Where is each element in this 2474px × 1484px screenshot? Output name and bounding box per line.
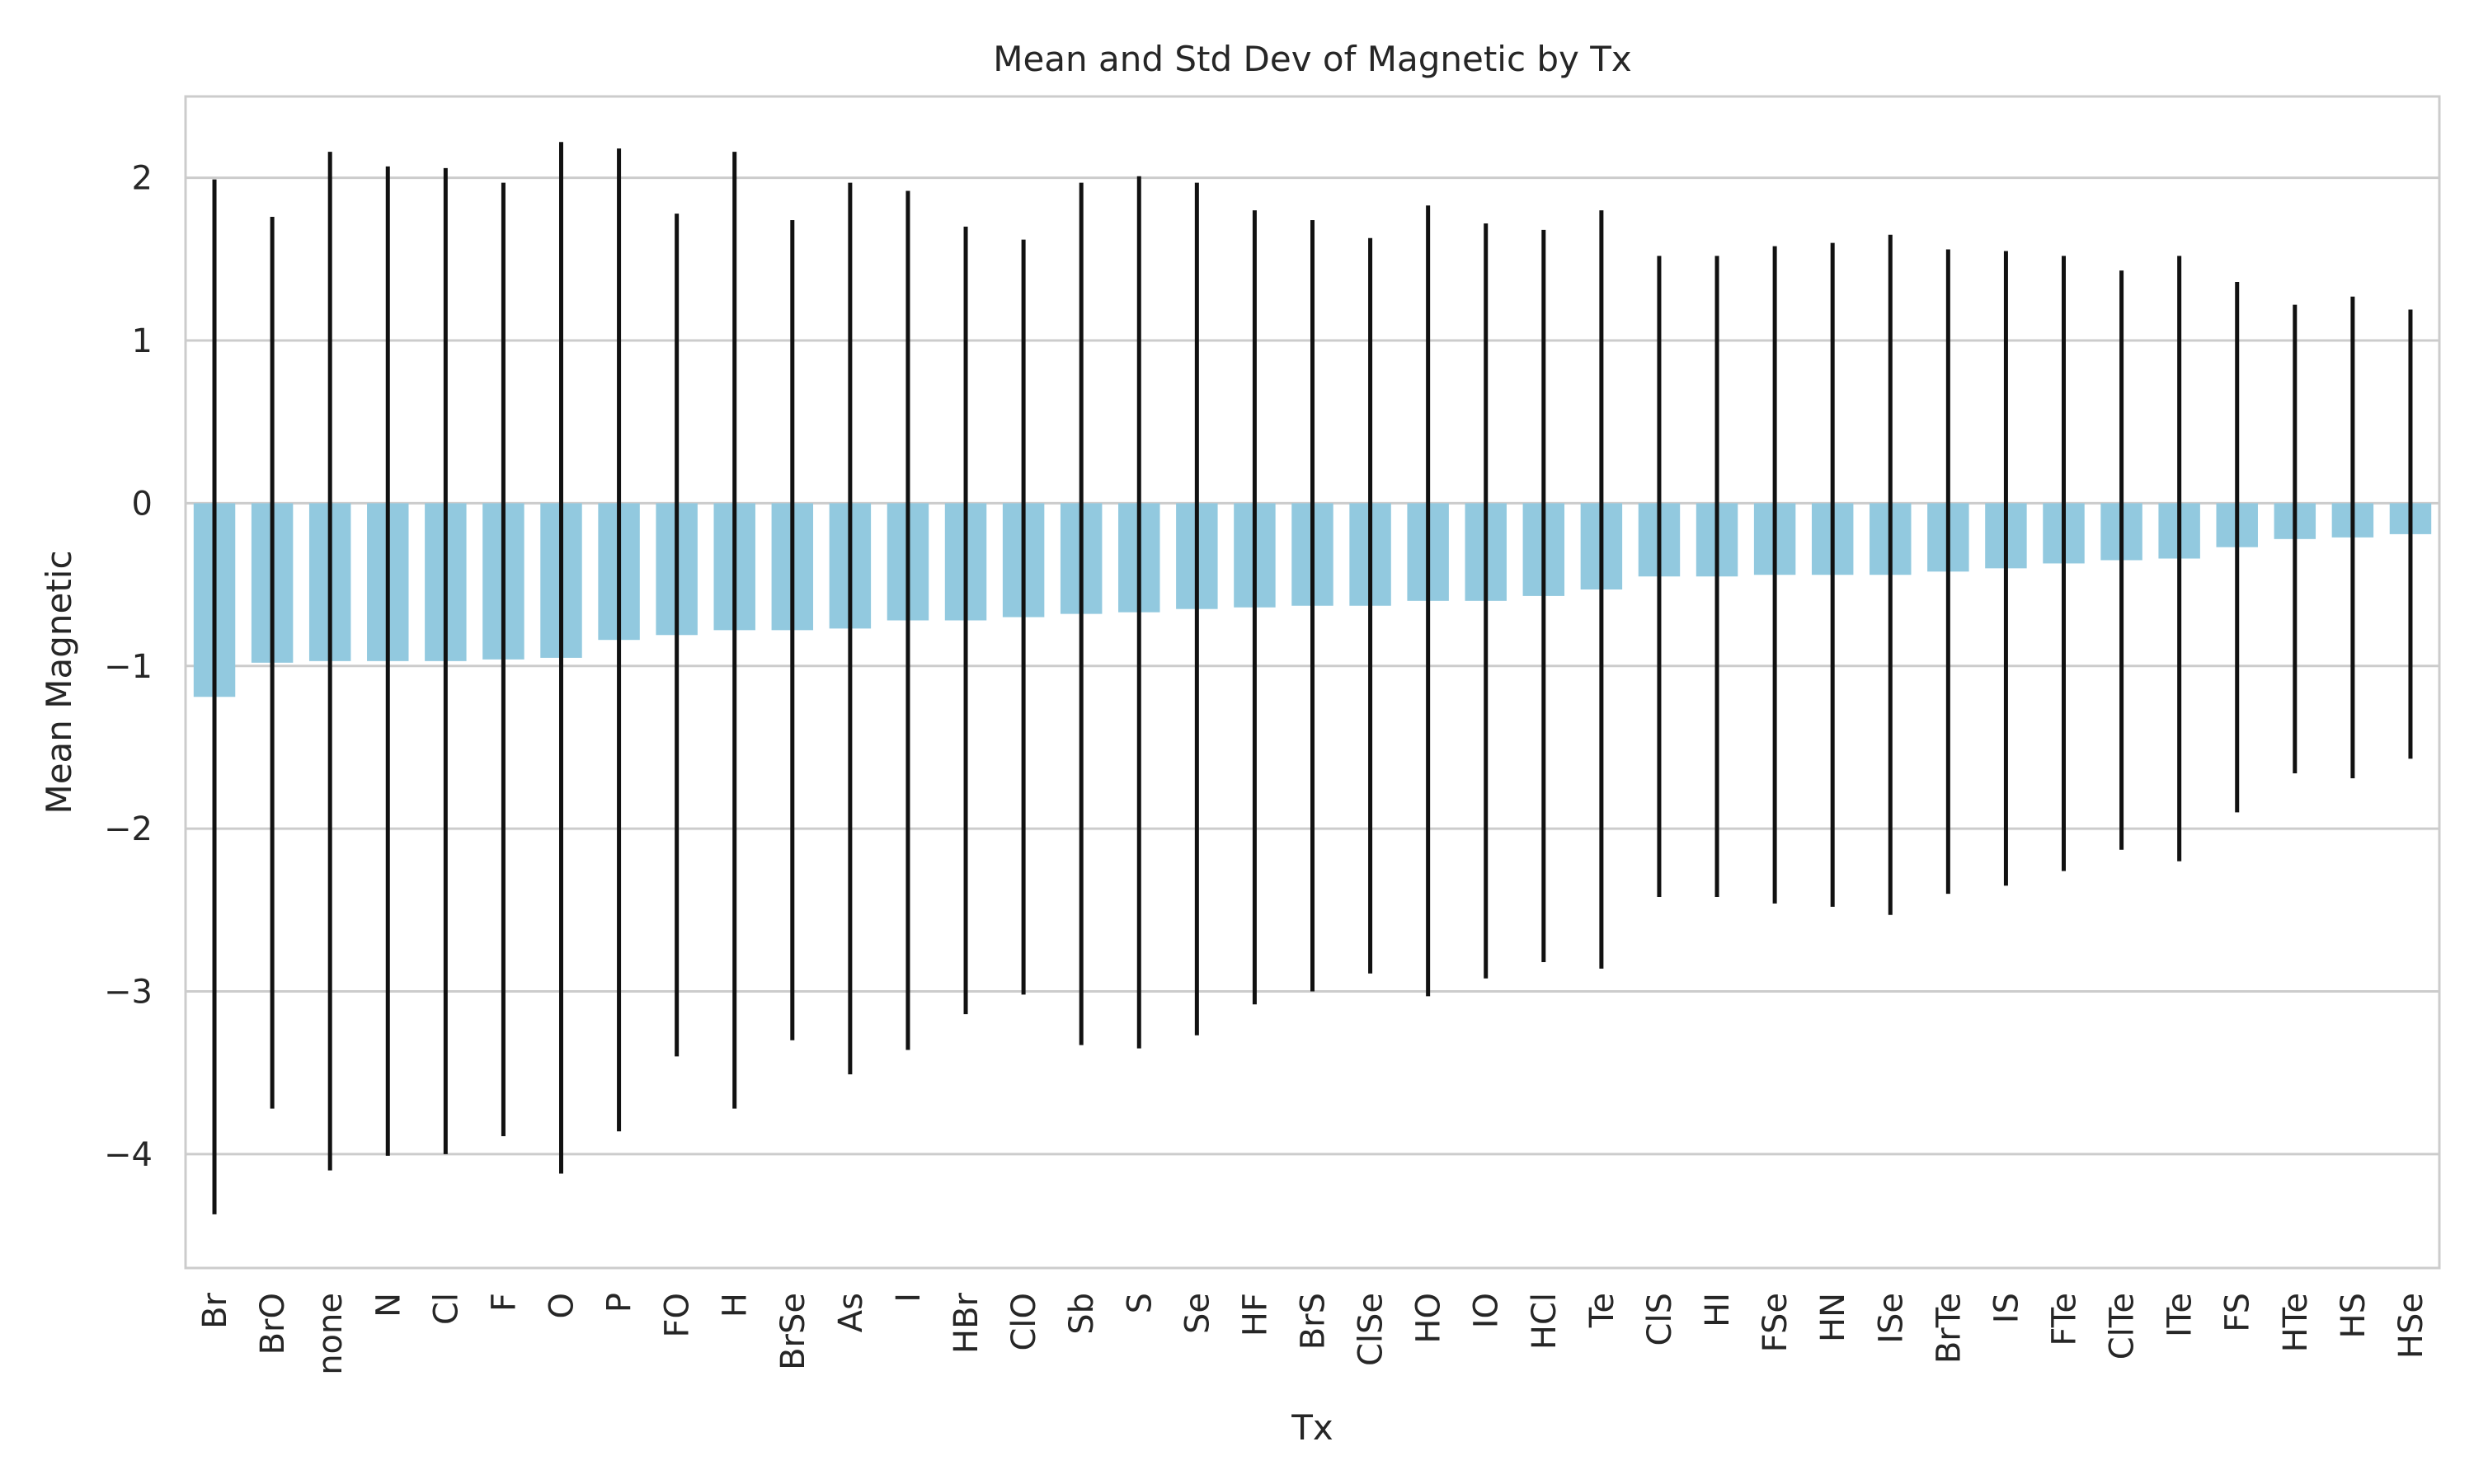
x-axis-label: Tx [1291, 1407, 1333, 1448]
x-tick-label: HF [1236, 1293, 1274, 1336]
error-bars [212, 142, 2413, 1214]
x-tick-label: H [717, 1293, 755, 1317]
x-tick-label: ClSe [1352, 1293, 1390, 1366]
chart-title: Mean and Std Dev of Magnetic by Tx [993, 39, 1632, 79]
x-tick-label: HO [1410, 1293, 1448, 1344]
x-tick-label: FTe [2046, 1293, 2084, 1346]
y-tick-label: −2 [104, 810, 153, 848]
plot-frame [184, 95, 2441, 1270]
x-tick-label: ITe [2161, 1293, 2199, 1337]
y-tick-label: −3 [104, 973, 153, 1011]
x-tick-label: ISe [1872, 1293, 1910, 1344]
x-tick-label: I [890, 1293, 928, 1303]
x-tick-label: F [485, 1293, 523, 1312]
x-tick-label: HCl [1526, 1293, 1564, 1350]
x-tick-label: As [832, 1293, 870, 1332]
x-tick-label: HN [1814, 1293, 1852, 1342]
y-tick-labels: −4 −3 −2 −1 0 1 2 [104, 160, 153, 1174]
x-tick-label: none [312, 1293, 350, 1375]
y-tick-label: 1 [132, 322, 153, 360]
x-tick-label: BrSe [774, 1293, 812, 1370]
x-tick-label: BrTe [1930, 1293, 1968, 1364]
x-tick-label: Cl [427, 1293, 465, 1325]
x-tick-label: BrS [1295, 1293, 1333, 1350]
x-tick-label: Se [1178, 1293, 1216, 1334]
x-tick-label: HTe [2277, 1293, 2315, 1352]
x-tick-label: HSe [2392, 1293, 2430, 1359]
y-tick-label: 0 [132, 485, 153, 523]
x-tick-label: O [543, 1293, 581, 1318]
x-tick-label: FO [659, 1293, 697, 1338]
x-tick-label: HBr [948, 1292, 985, 1354]
x-tick-label: IS [1987, 1293, 2025, 1323]
x-tick-label: IO [1468, 1293, 1506, 1328]
x-tick-label: Te [1583, 1293, 1621, 1328]
y-tick-label: −4 [104, 1136, 153, 1174]
x-tick-label: N [369, 1293, 407, 1317]
x-tick-label: HI [1699, 1293, 1737, 1327]
x-tick-labels: Br BrO none N Cl F O P FO H BrSe As I HBr ClO Sb S Se HF Br… [196, 1292, 2430, 1374]
x-tick-label: FSe [1757, 1293, 1794, 1352]
x-tick-label: P [601, 1293, 639, 1313]
y-axis-label: Mean Magnetic [39, 550, 79, 814]
x-tick-label: S [1121, 1293, 1159, 1313]
x-tick-label: Br [196, 1292, 234, 1328]
x-tick-label: ClO [1005, 1293, 1043, 1351]
y-tick-label: −1 [104, 648, 153, 686]
x-tick-label: FS [2219, 1293, 2257, 1332]
x-tick-label: Sb [1063, 1293, 1101, 1335]
x-tick-label: ClS [1641, 1293, 1679, 1345]
x-tick-label: HS [2335, 1293, 2373, 1338]
y-tick-label: 2 [132, 160, 153, 198]
x-tick-label: ClTe [2104, 1293, 2142, 1360]
x-tick-label: BrO [254, 1293, 292, 1355]
